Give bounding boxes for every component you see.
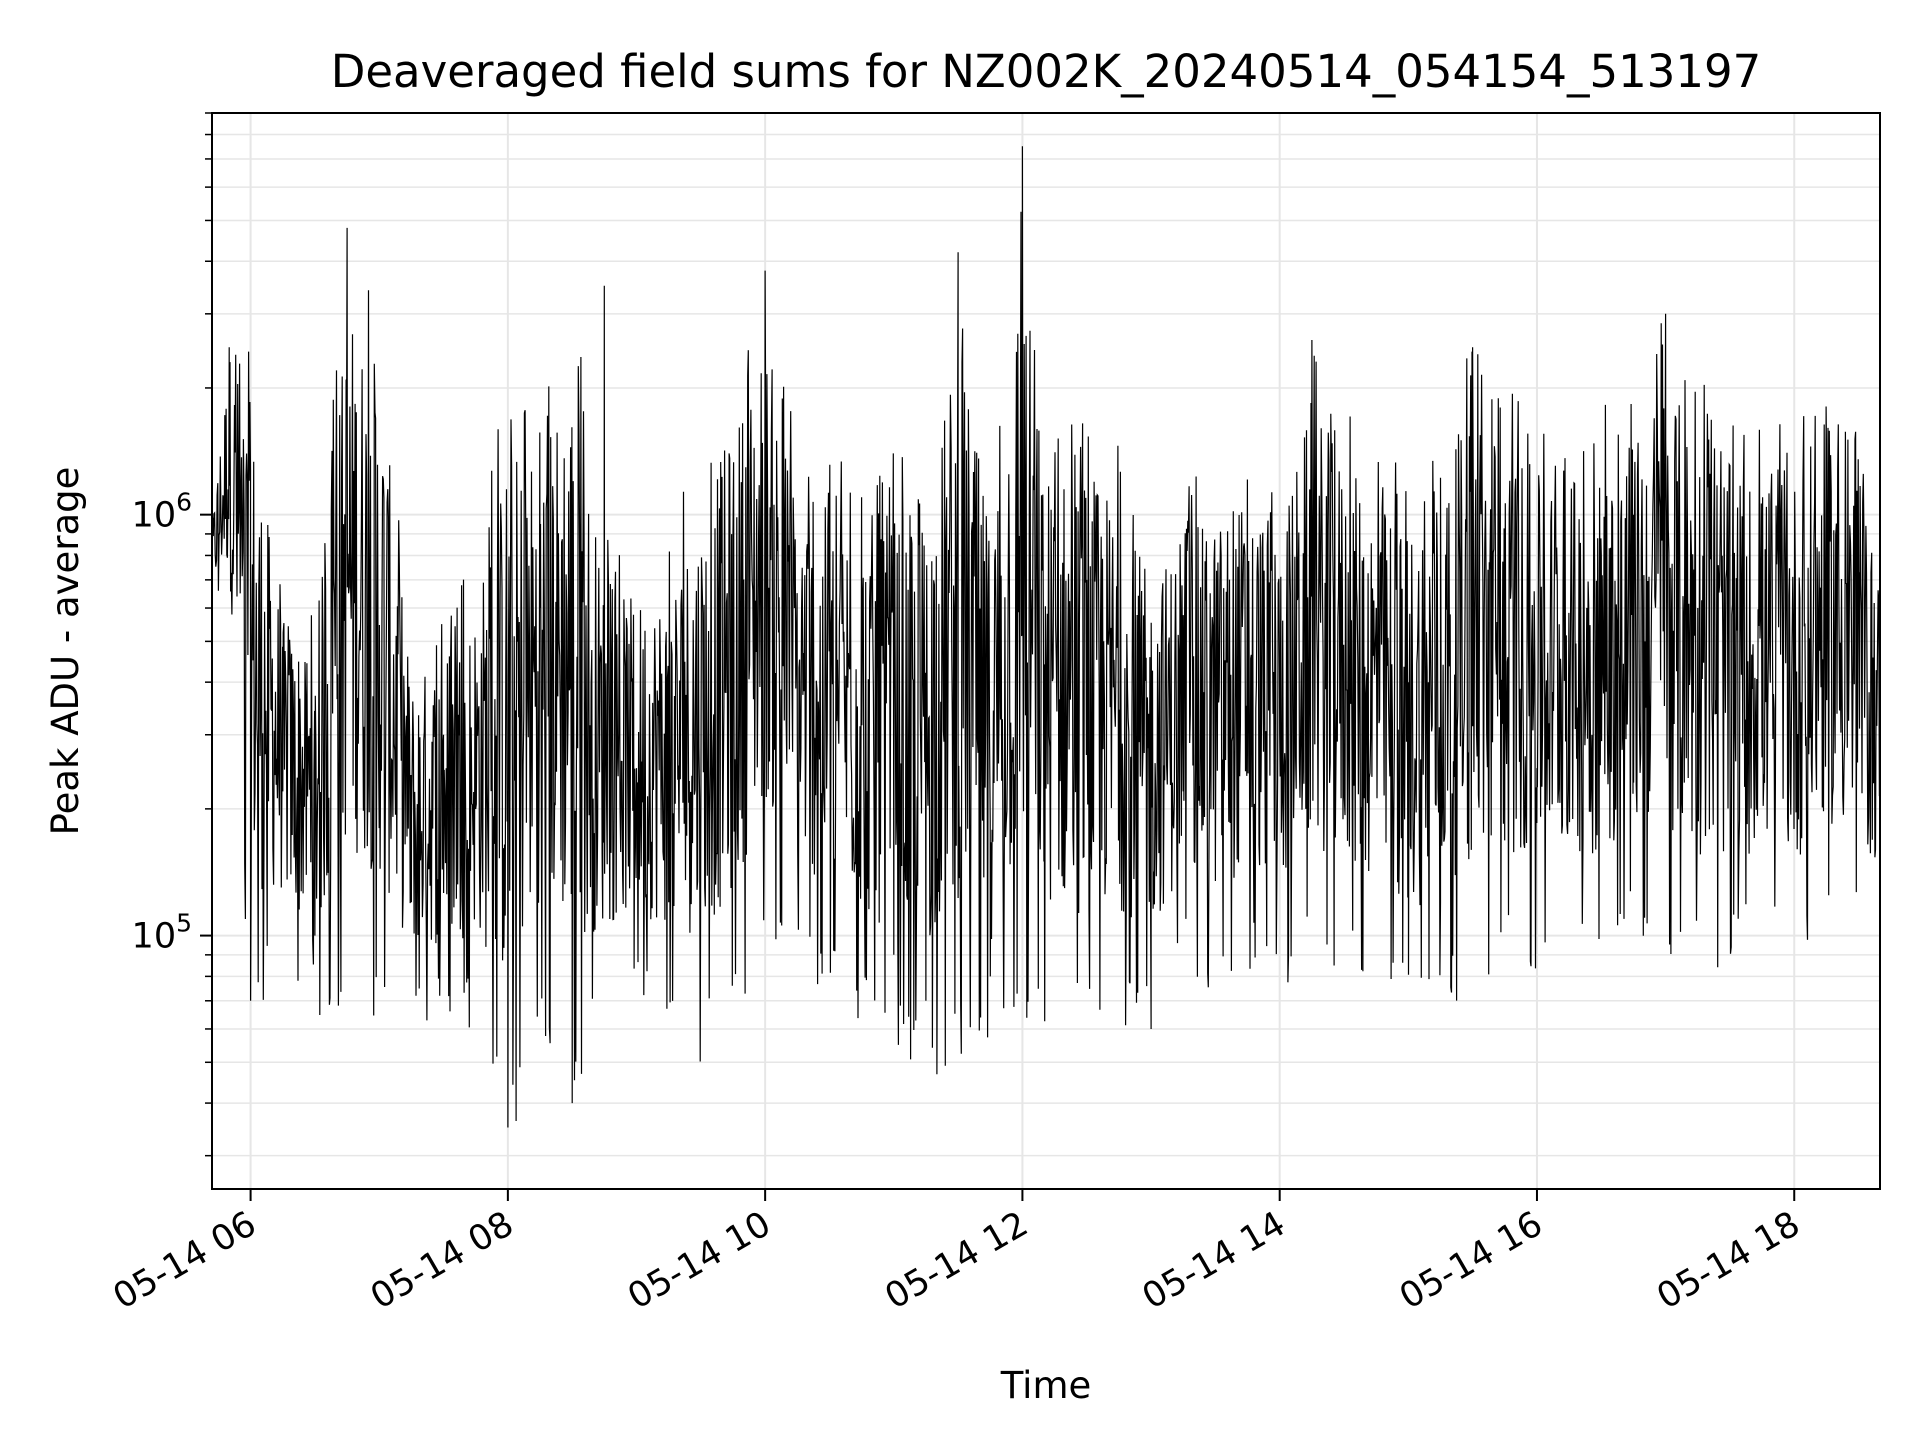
series-line bbox=[211, 146, 1881, 1128]
y-axis: 105 106 bbox=[132, 112, 212, 1157]
x-axis-label: Time bbox=[1000, 1364, 1092, 1407]
chart-title: Deaveraged field sums for NZ002K_2024051… bbox=[331, 45, 1762, 98]
y-tick-label: 106 bbox=[132, 488, 192, 536]
y-axis-label: Peak ADU - average bbox=[44, 467, 87, 836]
plot-area bbox=[211, 146, 1881, 1128]
y-tick-label: 105 bbox=[132, 909, 192, 957]
plot-frame bbox=[211, 112, 1881, 1190]
